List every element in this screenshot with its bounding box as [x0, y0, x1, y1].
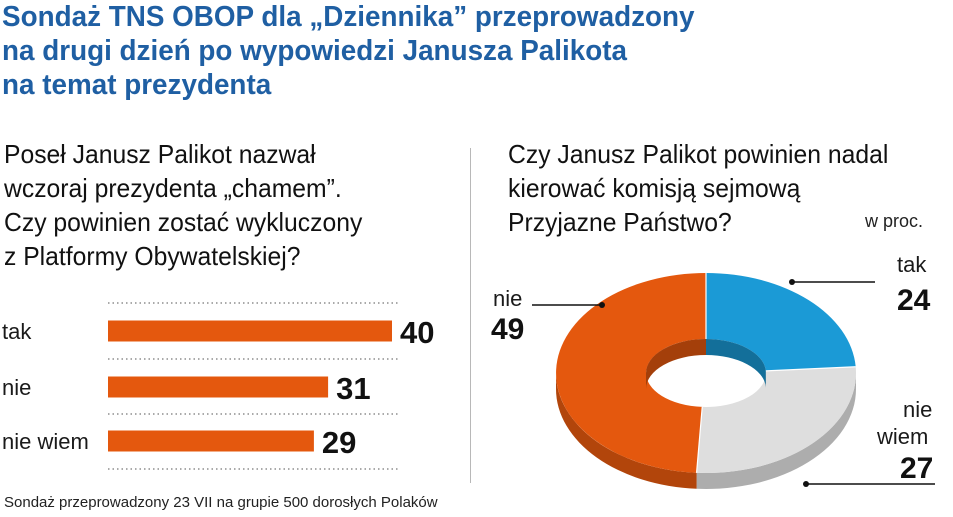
- title-line-2: na drugi dzień po wypowiedzi Janusza Pal…: [2, 35, 627, 67]
- question-right-line-3: Przyjazne Państwo?: [508, 207, 732, 237]
- donut-category-label: wiem: [876, 424, 928, 449]
- donut-category-label: tak: [897, 252, 927, 277]
- bar-value-label: 29: [322, 425, 356, 460]
- bar-chart-question: Poseł Janusz Palikot nazwał wczoraj prez…: [4, 137, 362, 273]
- title-line-3: na temat prezydenta: [2, 69, 272, 101]
- donut-side-nie: [556, 373, 697, 489]
- donut-category-label: nie: [493, 286, 522, 311]
- donut-leader-dot: [599, 302, 605, 308]
- question-left-line-4: z Platformy Obywatelskiej?: [4, 241, 301, 271]
- donut-chart-question: Czy Janusz Palikot powinien nadal kierow…: [508, 137, 888, 239]
- bar-value-label: 40: [400, 315, 434, 350]
- bar-value-label: 31: [336, 371, 370, 406]
- donut-slice-nie: [556, 273, 706, 473]
- donut-value-label: 24: [897, 284, 931, 317]
- donut-value-label: 49: [491, 313, 524, 346]
- bar-category-label: nie wiem: [2, 429, 89, 454]
- question-right-line-1: Czy Janusz Palikot powinien nadal: [508, 139, 889, 169]
- donut-slice-nie-wiem: [696, 366, 856, 473]
- donut-slice-tak: [706, 273, 856, 371]
- bar-nie: [108, 376, 329, 398]
- bar-tak: [108, 320, 392, 342]
- panel-divider: [470, 148, 471, 483]
- bar-nie-wiem: [108, 430, 314, 452]
- question-left-line-3: Czy powinien zostać wykluczony: [4, 207, 363, 237]
- donut-seam: [695, 406, 703, 473]
- title-line-1: Sondaż TNS OBOP dla „Dziennika” przeprow…: [2, 1, 695, 33]
- donut-hole-wall-nie-1: [646, 339, 706, 389]
- donut-side-nie-wiem: [696, 373, 856, 489]
- unit-label: w proc.: [865, 211, 924, 231]
- donut-seam: [765, 366, 856, 372]
- bar-category-label: nie: [2, 375, 31, 400]
- donut-hole-wall-tak-0: [706, 339, 766, 387]
- donut-leader-dot: [789, 279, 795, 285]
- donut-category-label: nie: [903, 397, 932, 422]
- donut-value-label: 27: [900, 452, 933, 485]
- chart-title: Sondaż TNS OBOP dla „Dziennika” przeprow…: [2, 0, 895, 102]
- donut-leader-dot: [803, 481, 809, 487]
- bar-category-label: tak: [2, 319, 32, 344]
- question-right-line-2: kierować komisją sejmową: [508, 173, 801, 203]
- footer-note: Sondaż przeprowadzony 23 VII na grupie 5…: [4, 494, 438, 511]
- question-left-line-2: wczoraj prezydenta „chamem”.: [4, 173, 342, 203]
- question-left-line-1: Poseł Janusz Palikot nazwał: [4, 139, 316, 169]
